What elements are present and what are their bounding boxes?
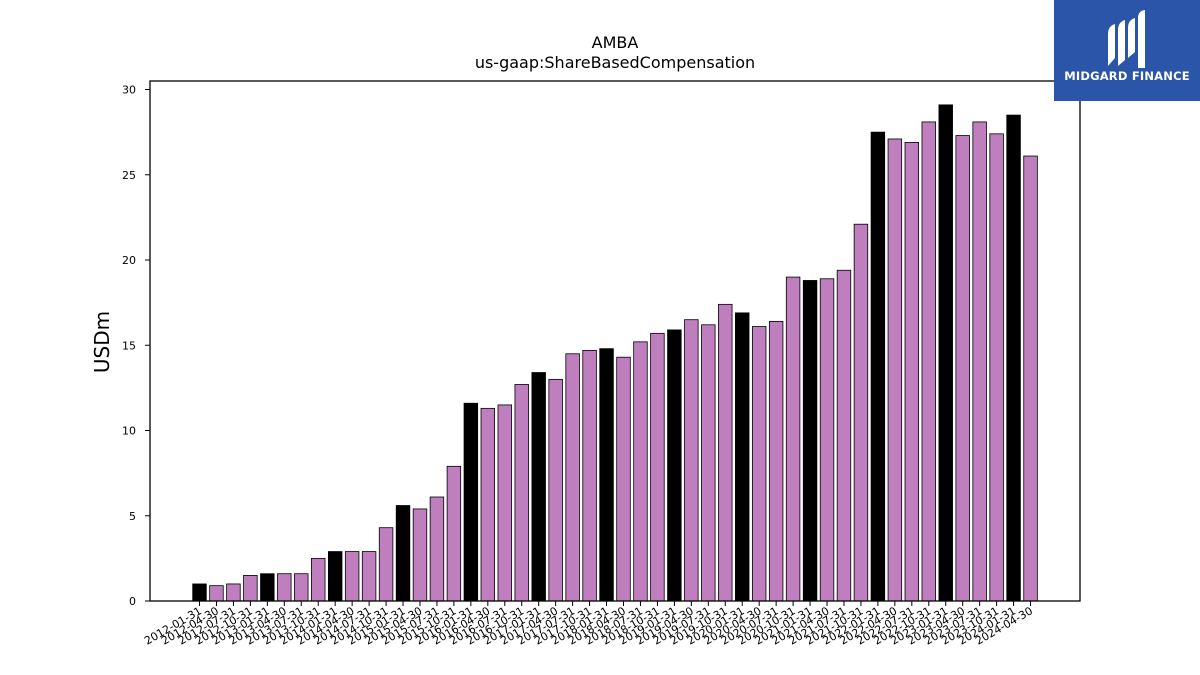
bar-2023-01-31 (938, 104, 953, 602)
bar-2022-07-31 (904, 141, 920, 602)
bar-2015-01-31 (395, 505, 411, 602)
bar-2022-01-31 (870, 131, 886, 602)
logo-mark-icon (1108, 10, 1145, 68)
bar-2017-10-31 (582, 349, 597, 602)
bar-2023-07-31 (972, 121, 987, 602)
bar-2020-07-31 (768, 320, 784, 602)
bar-2017-04-30 (548, 378, 563, 602)
bar-2023-10-31 (989, 133, 1004, 602)
bar-2015-07-31 (429, 496, 445, 602)
bar-2012-10-31 (243, 575, 258, 602)
bar-2012-04-30 (209, 585, 224, 602)
y-axis-label: USDm (90, 311, 114, 373)
bar-2017-01-31 (531, 372, 546, 602)
bar-2013-10-31 (311, 557, 326, 602)
y-axis: 0 5 10 15 20 25 30 (122, 84, 150, 608)
bar-2019-10-31 (718, 303, 733, 602)
bar-2014-07-31 (361, 551, 377, 602)
bar-2018-04-30 (616, 356, 631, 602)
bar-2014-01-31 (327, 551, 343, 602)
bar-2016-10-31 (514, 384, 529, 602)
bar-2022-10-31 (921, 121, 936, 602)
plot-frame (149, 80, 1081, 602)
bar-2020-04-30 (751, 326, 767, 602)
logo-text: MIDGARD FINANCE (1064, 69, 1190, 83)
x-axis: 2012-01-312012-04-302012-07-312012-10-31… (142, 601, 1035, 648)
bar-2021-04-30 (819, 278, 835, 602)
bar-2019-01-31 (667, 329, 682, 602)
y-tick-label: 15 (122, 339, 136, 352)
bar-2014-10-31 (378, 527, 394, 602)
y-tick-label: 0 (129, 595, 136, 608)
bar-2024-01-31 (1006, 114, 1021, 602)
bar-2020-01-31 (735, 312, 750, 602)
bar-2014-04-30 (344, 551, 360, 602)
bar-2024-04-30 (1023, 155, 1038, 602)
y-tick-label: 20 (122, 254, 136, 267)
bar-2012-07-31 (226, 583, 241, 602)
bar-2022-04-30 (887, 138, 903, 602)
bars (192, 104, 1038, 602)
bar-2015-04-30 (412, 508, 428, 602)
y-tick-label: 25 (122, 169, 136, 182)
bar-2018-07-31 (633, 341, 648, 602)
bar-2012-01-31 (192, 583, 207, 602)
bar-2016-04-30 (480, 407, 496, 602)
bar-2023-04-30 (955, 135, 970, 602)
bar-2018-01-31 (599, 348, 614, 602)
y-tick-label: 5 (129, 510, 136, 523)
bar-2013-07-31 (294, 573, 309, 602)
bar-2020-10-31 (785, 276, 801, 602)
y-tick-label: 10 (122, 425, 136, 438)
bar-2016-07-31 (497, 404, 512, 602)
bar-2019-04-30 (684, 319, 699, 602)
bar-2021-01-31 (802, 280, 818, 602)
bar-2015-10-31 (446, 465, 462, 602)
bar-2013-04-30 (277, 573, 292, 602)
bar-2019-07-31 (701, 324, 716, 602)
bar-2021-10-31 (853, 223, 869, 602)
bar-2021-07-31 (836, 269, 852, 602)
y-tick-label: 30 (122, 84, 136, 97)
chart-title: AMBA (592, 33, 639, 52)
bar-2017-07-31 (565, 353, 580, 602)
bar-2018-10-31 (650, 332, 665, 602)
bar-2013-01-31 (260, 573, 275, 602)
bar-2016-01-31 (463, 402, 479, 602)
chart-subtitle: us-gaap:ShareBasedCompensation (475, 53, 755, 72)
logo: MIDGARD FINANCE (1054, 0, 1200, 101)
